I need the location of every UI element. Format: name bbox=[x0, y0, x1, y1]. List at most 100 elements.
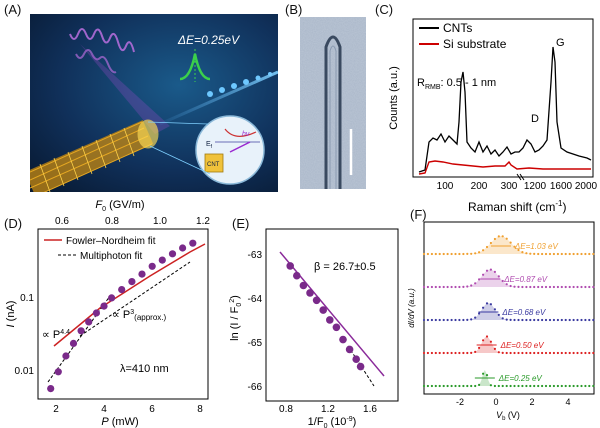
trace-point bbox=[529, 384, 532, 388]
y-tick-label: -66 bbox=[248, 382, 263, 393]
data-point bbox=[312, 296, 321, 305]
series-line-cnts bbox=[418, 46, 592, 173]
trace-point bbox=[430, 285, 433, 289]
panel-b-tem-image bbox=[300, 17, 366, 189]
data-point bbox=[92, 309, 100, 317]
trace-point bbox=[454, 384, 457, 388]
trace-point bbox=[576, 252, 579, 256]
trace-point bbox=[592, 285, 595, 289]
x-tick-label: -2 bbox=[456, 397, 464, 407]
y-tick-label: -64 bbox=[248, 294, 263, 305]
trace-point bbox=[552, 318, 555, 322]
trace-point bbox=[580, 384, 583, 388]
trace-point bbox=[568, 318, 571, 322]
y-axis-ticks: 0.01 0.1 bbox=[15, 293, 35, 377]
trace-point bbox=[588, 252, 591, 256]
trace-point bbox=[564, 318, 567, 322]
trace-point bbox=[426, 384, 429, 388]
panel-label-a: (A) bbox=[4, 2, 22, 17]
trace-point bbox=[438, 351, 441, 355]
trace-point bbox=[588, 318, 591, 322]
x-tick-label: 6 bbox=[149, 404, 155, 415]
trace-point bbox=[576, 285, 579, 289]
x-tick-label: 4 bbox=[565, 397, 570, 407]
panel-label-b: (B) bbox=[285, 2, 303, 17]
data-point bbox=[108, 294, 116, 302]
trace-point bbox=[501, 384, 504, 388]
trace-point bbox=[426, 285, 429, 289]
trace-point bbox=[485, 245, 489, 249]
trace-point bbox=[442, 384, 445, 388]
trace-point bbox=[548, 351, 552, 355]
trace-point bbox=[474, 384, 477, 388]
x-tick-label: 2 bbox=[53, 404, 59, 415]
trace-point bbox=[478, 346, 481, 349]
data-point bbox=[189, 239, 197, 247]
deviation-line bbox=[347, 345, 375, 387]
trace-point bbox=[525, 318, 528, 322]
trace-point bbox=[560, 252, 563, 256]
trace-point bbox=[446, 318, 449, 322]
trace-point bbox=[572, 285, 575, 289]
trace-point bbox=[580, 252, 583, 256]
data-point bbox=[332, 323, 341, 332]
trace-point bbox=[580, 351, 583, 355]
trace-point bbox=[450, 252, 453, 256]
x-tick-label: 1600 bbox=[550, 181, 573, 192]
data-point bbox=[158, 256, 166, 264]
trace-point bbox=[509, 284, 512, 288]
x-axis-ticks: 2 4 6 8 bbox=[53, 404, 203, 415]
trace-point bbox=[517, 384, 520, 388]
trace-point bbox=[501, 317, 504, 320]
trace-point bbox=[446, 285, 449, 289]
trace-point bbox=[430, 252, 433, 256]
fn-fit-line bbox=[53, 243, 206, 347]
trace-point bbox=[552, 252, 555, 256]
trace-point bbox=[450, 285, 453, 289]
trace-point bbox=[489, 384, 492, 387]
trace-point bbox=[513, 285, 516, 288]
trace-point bbox=[466, 318, 469, 321]
x-axis-label-d: P (mW) bbox=[101, 416, 138, 428]
trace-label: ΔE=0.50 eV bbox=[500, 341, 545, 350]
top-tick-label: 0.8 bbox=[105, 216, 119, 227]
trace-point bbox=[446, 252, 449, 256]
trace-point bbox=[497, 351, 500, 354]
trace-point bbox=[430, 318, 433, 322]
trace-point bbox=[446, 351, 449, 355]
x-tick-label: 0 bbox=[493, 397, 498, 407]
x-axis-label-e: 1/F0 (10-9) bbox=[308, 416, 357, 428]
plot-frame bbox=[423, 221, 595, 395]
trace-point bbox=[426, 318, 429, 322]
trace-point bbox=[482, 339, 485, 342]
top-axis-ticks: 0.6 0.8 1.0 1.2 bbox=[55, 216, 210, 227]
trace-point bbox=[533, 318, 536, 322]
trace-point bbox=[462, 318, 465, 322]
x-tick-label: 4 bbox=[101, 404, 107, 415]
trace-point bbox=[450, 384, 453, 388]
x-tick-label: 8 bbox=[197, 404, 203, 415]
trace-point bbox=[544, 285, 548, 289]
trace-point bbox=[497, 275, 500, 278]
trace-point bbox=[572, 318, 575, 322]
g-peak-label: G bbox=[556, 37, 565, 49]
trace-point bbox=[509, 351, 512, 355]
trace-point bbox=[525, 285, 528, 289]
trace-point bbox=[478, 278, 481, 281]
trace-point bbox=[537, 285, 540, 289]
slope-label-p3: ∝ P3(approx.) bbox=[112, 309, 167, 322]
trace-point bbox=[478, 251, 481, 254]
trace-point bbox=[556, 285, 559, 289]
trace-point bbox=[592, 318, 595, 322]
wavelength-label: λ=410 nm bbox=[120, 363, 169, 375]
x-tick-label: 1.6 bbox=[363, 404, 377, 415]
trace-point bbox=[458, 252, 461, 256]
trace-point bbox=[478, 312, 481, 315]
trace-point bbox=[556, 351, 559, 355]
trace-point bbox=[462, 252, 465, 256]
trace-point bbox=[422, 252, 426, 256]
trace-point bbox=[537, 384, 540, 388]
trace-point bbox=[541, 285, 544, 289]
laser-beam bbox=[80, 44, 170, 134]
trace-point bbox=[493, 347, 496, 350]
